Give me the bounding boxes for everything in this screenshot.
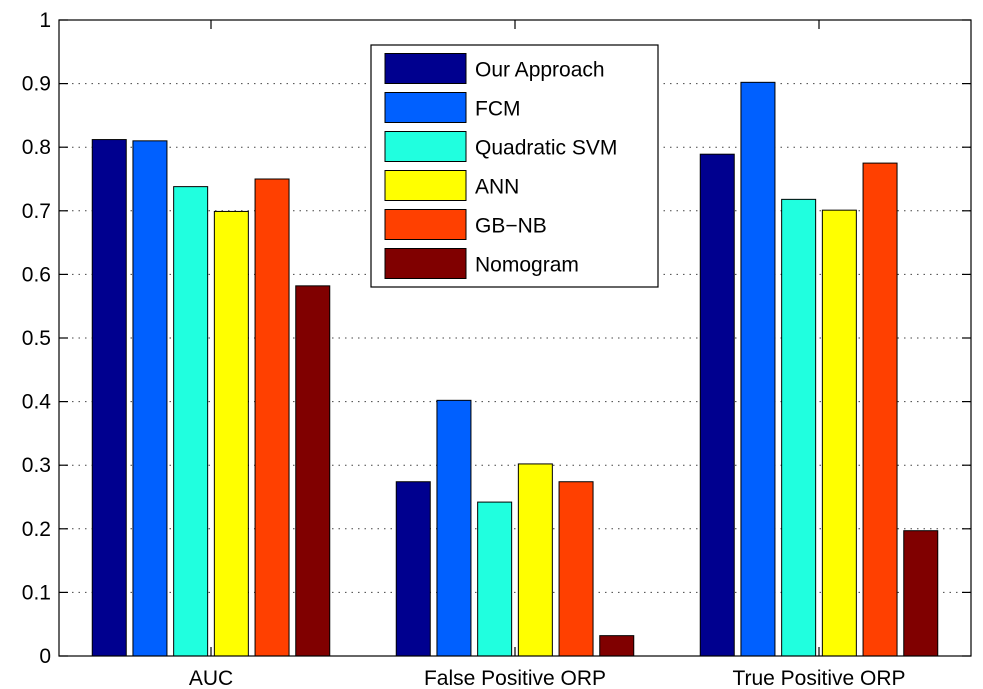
y-tick-label: 0.1 xyxy=(22,581,51,604)
y-tick-label: 0.4 xyxy=(22,391,52,414)
x-tick-label: True Positive ORP xyxy=(732,667,905,689)
bar-quadratic-svm-auc xyxy=(173,186,209,657)
legend-swatch xyxy=(384,209,467,240)
legend-swatch xyxy=(384,248,467,279)
y-tick-label: 0 xyxy=(39,645,51,668)
bar-ann-true-positive-orp xyxy=(821,209,857,657)
x-axis-ticks: AUC False Positive ORP True Positive ORP xyxy=(189,20,906,689)
bar-ann-auc xyxy=(213,210,249,657)
legend-label: Quadratic SVM xyxy=(475,137,617,160)
x-tick-label: AUC xyxy=(189,667,233,689)
legend-label: Nomogram xyxy=(475,254,579,277)
bar-nomogram-auc xyxy=(295,285,331,657)
legend-label: GB−NB xyxy=(475,215,547,238)
y-tick-label: 0.8 xyxy=(22,136,51,159)
legend-swatch xyxy=(384,53,467,84)
y-tick-label: 0.9 xyxy=(22,73,51,96)
bar-gb-nb-auc xyxy=(254,178,290,657)
legend-swatch xyxy=(384,131,467,162)
y-tick-label: 0.5 xyxy=(22,327,51,350)
x-tick-label: False Positive ORP xyxy=(424,667,606,689)
legend-label: ANN xyxy=(475,176,519,199)
bar-fcm-false-positive-orp xyxy=(436,399,472,657)
y-tick-label: 0.3 xyxy=(22,454,51,477)
y-tick-label: 1 xyxy=(39,9,51,32)
legend: Our Approach FCM Quadratic SVM ANN GB−NB Nomo… xyxy=(370,44,659,288)
y-tick-label: 0.6 xyxy=(22,263,51,286)
legend-swatch xyxy=(384,170,467,201)
bars xyxy=(91,81,939,657)
legend-label: FCM xyxy=(475,98,521,121)
bar-gb-nb-true-positive-orp xyxy=(862,162,898,657)
bar-nomogram-false-positive-orp xyxy=(599,635,635,657)
y-tick-label: 0.7 xyxy=(22,200,51,223)
bar-our-approach-auc xyxy=(91,139,127,657)
bar-our-approach-true-positive-orp xyxy=(699,153,735,657)
bar-quadratic-svm-true-positive-orp xyxy=(781,198,817,657)
bar-ann-false-positive-orp xyxy=(517,463,553,657)
bar-nomogram-true-positive-orp xyxy=(903,530,939,657)
legend-swatch xyxy=(384,92,467,123)
bar-fcm-auc xyxy=(132,140,168,657)
y-axis-ticks: 0 0.1 0.2 0.3 0.4 0.5 0.6 0.7 0.8 0.9 1 xyxy=(22,9,971,668)
bar-gb-nb-false-positive-orp xyxy=(558,481,594,657)
legend-box xyxy=(370,44,659,288)
bar-quadratic-svm-false-positive-orp xyxy=(477,501,513,657)
y-tick-label: 0.2 xyxy=(22,518,51,541)
bar-fcm-true-positive-orp xyxy=(740,81,776,657)
bar-our-approach-false-positive-orp xyxy=(395,481,431,657)
legend-label: Our Approach xyxy=(475,59,605,82)
